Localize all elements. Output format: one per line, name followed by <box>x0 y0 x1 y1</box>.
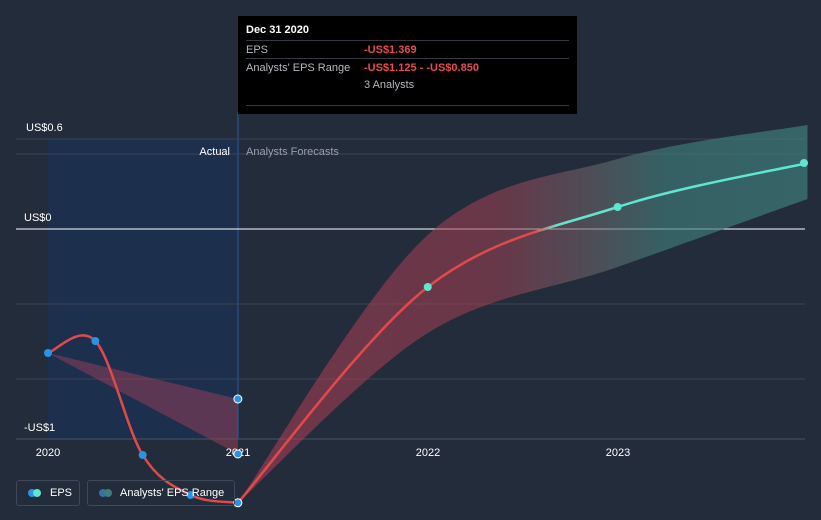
legend-range-label: Analysts' EPS Range <box>120 487 225 499</box>
eps-forecast-line <box>236 161 808 504</box>
legend-eps-label: EPS <box>50 487 73 499</box>
y-axis-label-2: -US$1 <box>24 422 55 434</box>
tooltip-range-value: -US$1.125 - -US$0.850 <box>364 62 479 74</box>
legend-range-swatch <box>99 489 112 497</box>
tooltip-range-label: Analysts' EPS Range <box>246 62 351 74</box>
y-axis-label-0: US$0.6 <box>26 122 63 134</box>
eps-actual-line <box>47 334 239 505</box>
tooltip-eps-row: EPS -US$1.369 <box>246 40 569 59</box>
range-band-actual <box>48 353 238 454</box>
tooltip: Dec 31 2020 EPS -US$1.369 Analysts' EPS … <box>238 16 577 114</box>
tooltip-range-row: Analysts' EPS Range -US$1.125 - -US$0.85… <box>246 58 569 77</box>
eps-forecast-point <box>613 203 622 211</box>
eps-point <box>44 349 52 357</box>
forecast-label: Analysts Forecasts <box>246 146 339 158</box>
tooltip-analysts-row: 3 Analysts <box>246 76 569 94</box>
eps-point <box>186 491 195 499</box>
tooltip-divider <box>246 105 569 106</box>
actual-label: Actual <box>199 146 230 158</box>
legend-range[interactable]: Analysts' EPS Range <box>87 480 235 506</box>
legend-eps-swatch <box>28 489 41 497</box>
range-point <box>233 394 243 404</box>
range-band-forecast <box>237 125 808 503</box>
tooltip-eps-value: -US$1.369 <box>364 44 417 56</box>
tooltip-eps-label: EPS <box>246 44 269 56</box>
eps-forecast-point <box>800 159 808 167</box>
eps-point <box>233 498 243 508</box>
x-tick-label-2020: 2020 <box>36 447 60 459</box>
legend-eps[interactable]: EPS <box>16 480 80 506</box>
x-tick-label-2023: 2023 <box>606 447 630 459</box>
eps-point <box>91 337 100 345</box>
range-point <box>233 449 243 459</box>
x-tick-label-2022: 2022 <box>416 447 440 459</box>
tooltip-title: Dec 31 2020 <box>246 24 309 36</box>
tooltip-analysts: 3 Analysts <box>364 79 415 91</box>
eps-point <box>138 451 147 459</box>
eps-forecast-point <box>423 283 432 291</box>
y-axis-label-1: US$0 <box>24 212 52 224</box>
